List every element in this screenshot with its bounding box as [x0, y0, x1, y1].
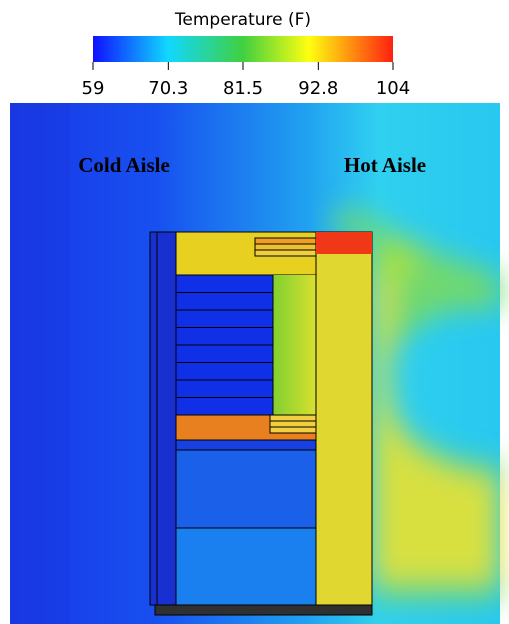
lower-unit	[175, 449, 317, 529]
hot-spot	[316, 232, 372, 254]
cold-aisle-label: Cold Aisle	[78, 153, 170, 177]
cold-edge	[10, 103, 70, 624]
colorbar-gradient	[93, 36, 393, 62]
component	[269, 426, 317, 434]
colorbar-tick-label: 70.3	[148, 78, 188, 99]
server-exhaust	[273, 275, 316, 415]
colorbar-tick-label: 92.8	[298, 78, 338, 99]
component	[269, 420, 317, 428]
colorbar-tick-label: 81.5	[223, 78, 263, 99]
colorbar-title: Temperature (F)	[174, 10, 311, 30]
component	[254, 243, 317, 251]
colorbar-tick-label: 59	[82, 78, 105, 99]
colorbar: Temperature (F) 59 70.3 81.5 92.8 104	[82, 10, 411, 99]
colorbar-tick-label: 104	[376, 78, 410, 99]
component	[269, 414, 317, 422]
rack-door	[149, 231, 177, 606]
lower-unit	[175, 527, 317, 606]
slot	[175, 439, 317, 451]
rack	[149, 231, 373, 616]
rear-column	[315, 231, 373, 606]
component	[254, 237, 317, 245]
component	[254, 249, 317, 257]
hot-aisle-label: Hot Aisle	[344, 153, 426, 177]
floor	[154, 604, 373, 616]
servers	[175, 274, 274, 416]
